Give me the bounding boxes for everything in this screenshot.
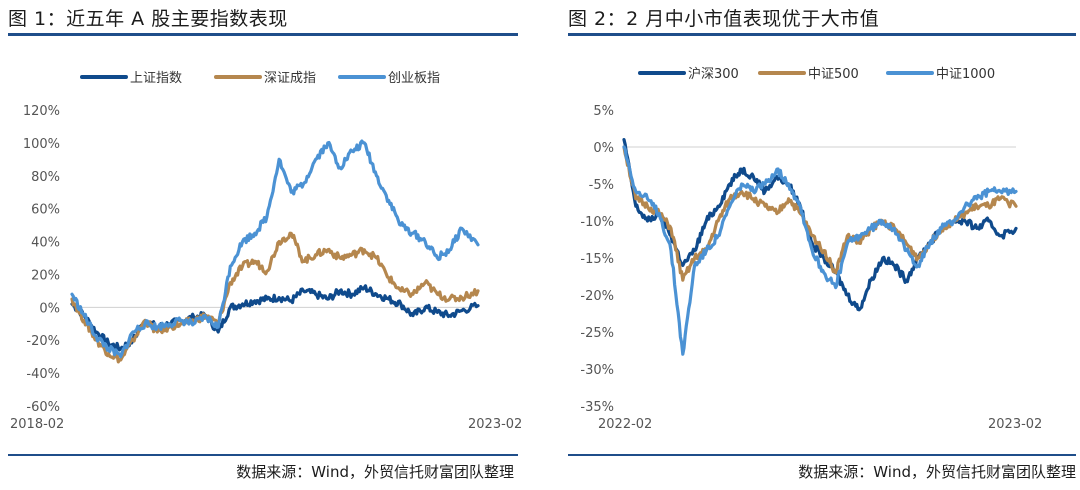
series-line (622, 145, 1018, 282)
y-tick-label: 5% (593, 104, 614, 119)
y-tick-label: -5% (589, 178, 614, 193)
y-tick-label: -40% (26, 367, 60, 382)
y-tick-label: -35% (580, 400, 614, 415)
y-tick-label: -20% (580, 289, 614, 304)
series-line (622, 138, 1018, 312)
chart-panel-right: 图 2：2 月中小市值表现优于大市值 沪深300 中证500 中证1000 5% 0% -… (560, 0, 1080, 490)
chart-area: 沪深300 中证500 中证1000 5% 0% -5% -10% -15% -20% -25% -… (580, 66, 1042, 432)
source-rule (568, 454, 1076, 456)
y-tick-label: -15% (580, 252, 614, 267)
legend-label: 上证指数 (130, 71, 182, 86)
y-tick-label: -30% (580, 363, 614, 378)
title-rule (8, 33, 518, 36)
y-tick-label: 0% (39, 301, 60, 316)
legend-label: 沪深300 (688, 66, 739, 82)
x-tick-label: 2022-02 (598, 417, 652, 432)
x-tick-label: 2023-02 (988, 417, 1042, 432)
y-tick-label: 20% (31, 268, 60, 283)
source-note: 数据来源：Wind，外贸信托财富团队整理 (236, 463, 514, 481)
chart-panel-left: 图 1：近五年 A 股主要指数表现 上证指数 深证成指 创业板指 120% 100% 80… (0, 0, 522, 490)
y-tick-label: 40% (31, 236, 60, 251)
chart-area: 上证指数 深证成指 创业板指 120% 100% 80% 60% 40% 20% 0% -20% -4… (10, 71, 522, 432)
series-line (622, 145, 1018, 356)
title-rule (568, 33, 1076, 36)
chart-title: 图 2：2 月中小市值表现优于大市值 (568, 8, 880, 30)
legend-label: 中证1000 (936, 67, 995, 82)
chart-title: 图 1：近五年 A 股主要指数表现 (8, 8, 288, 30)
y-tick-label: -25% (580, 326, 614, 341)
y-tick-label: -20% (26, 334, 60, 349)
series-line (70, 139, 480, 359)
legend-label: 中证500 (808, 67, 859, 82)
legend-label: 创业板指 (388, 71, 440, 86)
y-tick-label: 100% (23, 137, 60, 152)
y-tick-label: -60% (26, 400, 60, 415)
y-tick-label: 120% (23, 104, 60, 119)
y-tick-label: -10% (580, 215, 614, 230)
source-note: 数据来源：Wind，外贸信托财富团队整理 (798, 463, 1076, 481)
y-tick-label: 80% (31, 170, 60, 185)
source-rule (8, 454, 518, 456)
legend-label: 深证成指 (264, 71, 316, 86)
x-tick-label: 2023-02 (468, 417, 522, 432)
x-tick-label: 2018-02 (10, 417, 64, 432)
y-tick-label: 60% (31, 203, 60, 218)
y-tick-label: 0% (593, 141, 614, 156)
